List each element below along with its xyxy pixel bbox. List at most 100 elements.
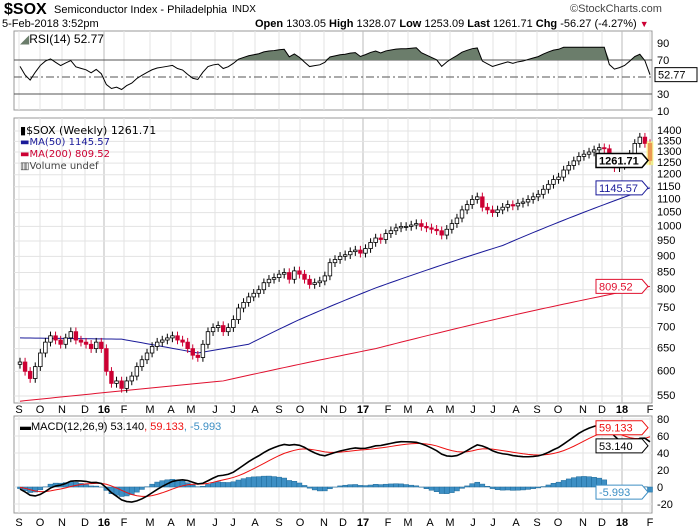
candle-body bbox=[281, 272, 287, 275]
price-tick-label: 1000 bbox=[657, 220, 681, 232]
price-tick-label: 650 bbox=[657, 343, 675, 355]
macd-histogram-bar bbox=[428, 486, 435, 491]
macd-histogram-bar bbox=[383, 483, 389, 488]
candle-body bbox=[332, 259, 338, 264]
candle-body bbox=[393, 227, 399, 232]
price-tick-label: 1100 bbox=[657, 193, 681, 205]
x-axis-label: F bbox=[647, 517, 654, 529]
x-axis-label: F bbox=[647, 404, 654, 416]
candle-body bbox=[266, 278, 272, 284]
candle-body bbox=[353, 249, 358, 253]
candle-body bbox=[515, 202, 521, 207]
macd-histogram-bar bbox=[291, 481, 298, 488]
macd-histogram-bar bbox=[220, 482, 226, 488]
macd-histogram-bar bbox=[205, 484, 211, 488]
price-tick-label: 1250 bbox=[657, 157, 681, 169]
candle-body bbox=[292, 270, 297, 280]
legend-volume: Volume undef bbox=[29, 161, 99, 172]
candle-body bbox=[302, 273, 307, 280]
open-value: 1303.05 bbox=[286, 18, 326, 30]
candle-body bbox=[43, 341, 48, 354]
candle-body bbox=[337, 255, 343, 260]
x-axis-label: 17 bbox=[357, 517, 369, 529]
macd-histogram-bar bbox=[550, 483, 557, 488]
candle-body bbox=[424, 226, 429, 229]
candle-body bbox=[510, 204, 516, 207]
macd-histogram-bar bbox=[301, 485, 308, 488]
macd-histogram-bar bbox=[88, 485, 94, 488]
candle-body bbox=[78, 339, 84, 343]
candle-body bbox=[114, 380, 119, 384]
ma200-tag bbox=[595, 278, 649, 294]
macd-histogram-bar bbox=[118, 486, 125, 497]
candle-body bbox=[205, 331, 211, 345]
macd-histogram-bar bbox=[266, 475, 272, 488]
rsi-tick-label: 90 bbox=[657, 38, 669, 50]
candle-body bbox=[530, 196, 536, 200]
macd-histogram-bar bbox=[311, 486, 318, 491]
x-axis-label: A bbox=[167, 517, 175, 529]
ma50-line-icon: ▬ bbox=[20, 137, 30, 148]
down-arrow-icon: ▼ bbox=[639, 19, 649, 29]
candle-body bbox=[419, 223, 424, 227]
x-axis-label: M bbox=[186, 404, 195, 416]
candle-body bbox=[586, 151, 592, 155]
macd-histogram-bar bbox=[560, 480, 567, 488]
macd-histogram-bar bbox=[357, 485, 364, 488]
candle-body bbox=[170, 335, 175, 339]
macd-tick-label: -20 bbox=[657, 499, 673, 511]
x-axis-label: 16 bbox=[98, 404, 110, 416]
x-axis-label: J bbox=[470, 404, 476, 416]
macd-histogram-bar bbox=[555, 481, 562, 488]
x-axis-label: D bbox=[339, 517, 347, 529]
candle-body bbox=[200, 343, 206, 358]
x-axis-label: D bbox=[598, 404, 606, 416]
panel-frame-0 bbox=[13, 30, 653, 111]
macd-signal-tag bbox=[595, 420, 649, 436]
candle-body bbox=[109, 370, 114, 384]
x-axis-label: N bbox=[579, 517, 587, 529]
macd-histogram-bar bbox=[200, 485, 206, 488]
candle-body bbox=[139, 359, 145, 368]
candle-body bbox=[403, 226, 409, 228]
rsi-legend-icon: ◢ bbox=[20, 32, 30, 46]
price-tick-label: 1200 bbox=[657, 169, 681, 181]
candle-body bbox=[520, 201, 526, 204]
candle-body bbox=[17, 361, 23, 365]
candle-body bbox=[180, 339, 185, 343]
quote-bar: Open 1303.05 High 1328.07 Low 1253.09 La… bbox=[255, 18, 649, 30]
candle-body bbox=[581, 153, 587, 157]
x-axis-label: F bbox=[385, 404, 392, 416]
candle-body bbox=[363, 248, 368, 254]
macd-histogram-bar bbox=[499, 486, 506, 491]
x-axis-label: M bbox=[403, 404, 412, 416]
candle-body bbox=[596, 147, 602, 151]
rsi-overbought-fill bbox=[20, 47, 650, 60]
x-axis-label: M bbox=[145, 517, 154, 529]
price-tick-label: 1150 bbox=[657, 181, 681, 193]
x-axis-label: J bbox=[230, 404, 236, 416]
macd-histogram-bar bbox=[372, 484, 379, 488]
price-last-tag-label: 1261.71 bbox=[599, 155, 639, 167]
macd-histogram-bar bbox=[535, 486, 541, 489]
candle-body bbox=[439, 230, 444, 236]
macd-histogram-bar bbox=[322, 486, 328, 492]
candle-body bbox=[459, 209, 465, 219]
candle-body bbox=[556, 176, 561, 180]
macd-histogram-bar bbox=[423, 486, 430, 489]
exchange: INDX bbox=[232, 4, 256, 15]
macd-hist-tag-label: -5.993 bbox=[599, 487, 630, 499]
panel-frame-1 bbox=[13, 117, 653, 404]
candle-body bbox=[261, 282, 267, 291]
price-tick-label: 850 bbox=[657, 267, 675, 279]
macd-histogram-bar bbox=[83, 484, 89, 488]
macd-histogram-bar bbox=[494, 486, 501, 491]
price-tick-label: 750 bbox=[657, 302, 675, 314]
low-value: 1253.09 bbox=[424, 18, 465, 30]
date: 5-Feb-2018 3:52pm bbox=[2, 18, 99, 30]
candle-body bbox=[434, 228, 439, 232]
candle-body bbox=[348, 251, 353, 256]
candle-body bbox=[551, 179, 556, 185]
macd-histogram-bar bbox=[317, 486, 323, 492]
